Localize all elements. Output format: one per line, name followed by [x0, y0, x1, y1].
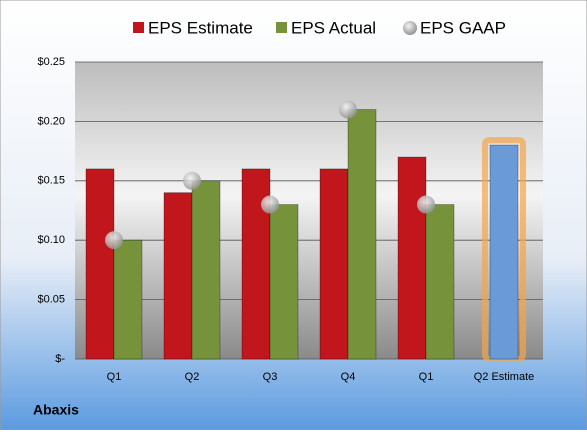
bar	[347, 109, 377, 360]
bar	[319, 168, 349, 360]
x-tick-label: Q2 Estimate	[474, 371, 535, 383]
legend-text: EPS Actual	[291, 18, 376, 37]
x-tick-label: Q2	[185, 371, 200, 383]
bar	[191, 180, 221, 360]
bar	[397, 156, 427, 360]
bar	[163, 192, 193, 360]
gaap-marker	[339, 100, 357, 119]
y-tick-label: $0.20	[37, 115, 65, 127]
gaap-marker	[417, 195, 435, 214]
bar	[489, 144, 519, 360]
x-tick-label: Q4	[341, 371, 356, 383]
plot-area	[75, 62, 543, 359]
gaap-marker	[261, 195, 279, 214]
y-tick-label: $0.10	[37, 234, 65, 246]
y-tick-label: $0.05	[37, 294, 65, 306]
x-tick-label: Q1	[107, 371, 122, 383]
y-tick-label: $0.15	[37, 175, 65, 187]
bar	[113, 239, 143, 360]
legend-text: EPS Estimate	[148, 18, 253, 37]
gaap-marker	[105, 231, 123, 250]
bar	[85, 168, 115, 360]
y-tick-label: $0.25	[37, 56, 65, 68]
legend-marker	[276, 22, 287, 33]
bar	[425, 204, 455, 360]
legend-marker	[133, 22, 144, 33]
legend-text: EPS GAAP	[420, 18, 506, 37]
chart-title: Abaxis	[33, 402, 79, 418]
gaap-marker	[183, 171, 201, 190]
x-tick-label: Q1	[419, 371, 434, 383]
legend-marker	[403, 21, 417, 35]
x-tick-label: Q3	[263, 371, 278, 383]
y-tick-label: $-	[55, 353, 65, 365]
bar	[269, 204, 299, 360]
